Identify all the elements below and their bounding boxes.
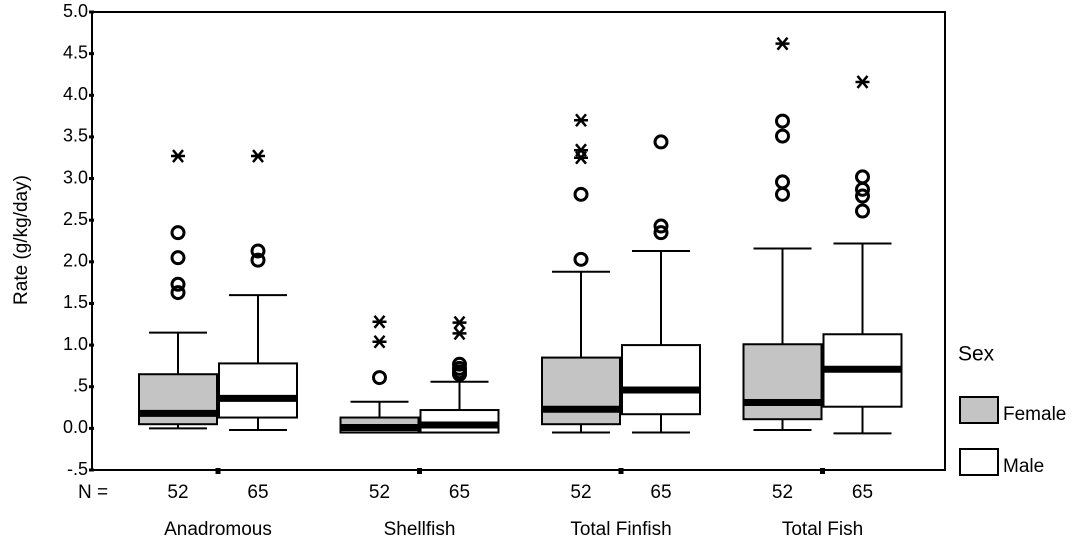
outlier [573,251,589,267]
outlier [855,203,870,219]
extreme [855,75,870,89]
outlier [653,218,669,234]
plot-frame [91,11,946,471]
y-tick-label: 4.5 [63,42,88,62]
n-value: 65 [247,482,268,503]
outlier [775,174,790,190]
y-tick-label: 2.5 [63,209,88,229]
y-tick-label: -.5 [67,459,88,479]
extreme [775,36,790,51]
y-tick-label: 0.0 [63,417,88,437]
legend-title: Sex [958,343,995,366]
outlier [170,250,186,266]
y-tick-label: .5 [73,375,88,395]
n-value: 52 [167,482,188,503]
n-value: 65 [449,482,470,503]
y-tick-label: 5.0 [63,1,88,21]
box [742,343,823,421]
outlier [372,370,387,386]
outlier [250,252,266,268]
extreme [372,314,387,329]
n-value: 52 [570,482,591,503]
n-value: 65 [650,482,671,503]
outlier [855,181,870,197]
extreme [452,315,467,330]
y-tick-label: 1.0 [63,334,88,354]
box [218,362,298,419]
x-tick-label: Total Finfish [570,519,671,540]
y-tick-label: 1.5 [63,292,88,312]
y-tick-label: 4.0 [63,84,88,104]
outlier [775,128,790,144]
extreme [574,150,588,165]
outlier [170,285,186,301]
x-tick-label: Anadromous [164,519,272,540]
outlier [653,225,669,241]
extreme [251,149,265,163]
box [621,344,701,416]
extreme [452,326,467,341]
legend-swatch [959,448,999,476]
legend-label: Female [1003,404,1066,425]
n-label: N = [78,482,108,503]
outlier [573,186,589,202]
outlier [775,113,790,129]
outlier [250,243,266,259]
x-tick-label: Total Fish [782,519,863,540]
n-value: 52 [772,482,793,503]
n-value: 65 [852,482,873,503]
y-tick-label: 3.0 [63,167,88,187]
legend-label: Male [1003,456,1044,477]
outlier [855,169,870,185]
outlier [855,188,870,204]
extreme [574,113,588,128]
extreme [574,143,588,158]
x-tick-label: Shellfish [384,519,456,540]
extreme [372,334,387,349]
outlier [775,186,790,202]
outlier [170,225,186,241]
extreme [171,149,185,163]
outlier [452,366,467,382]
y-tick-label: 2.0 [63,251,88,271]
legend-swatch [959,396,999,424]
box [541,356,621,426]
n-value: 52 [369,482,390,503]
outlier [653,134,669,150]
box [419,409,500,434]
outlier [170,276,186,292]
y-tick-label: 3.5 [63,126,88,146]
y-axis-label: Rate (g/kg/day) [11,175,32,305]
